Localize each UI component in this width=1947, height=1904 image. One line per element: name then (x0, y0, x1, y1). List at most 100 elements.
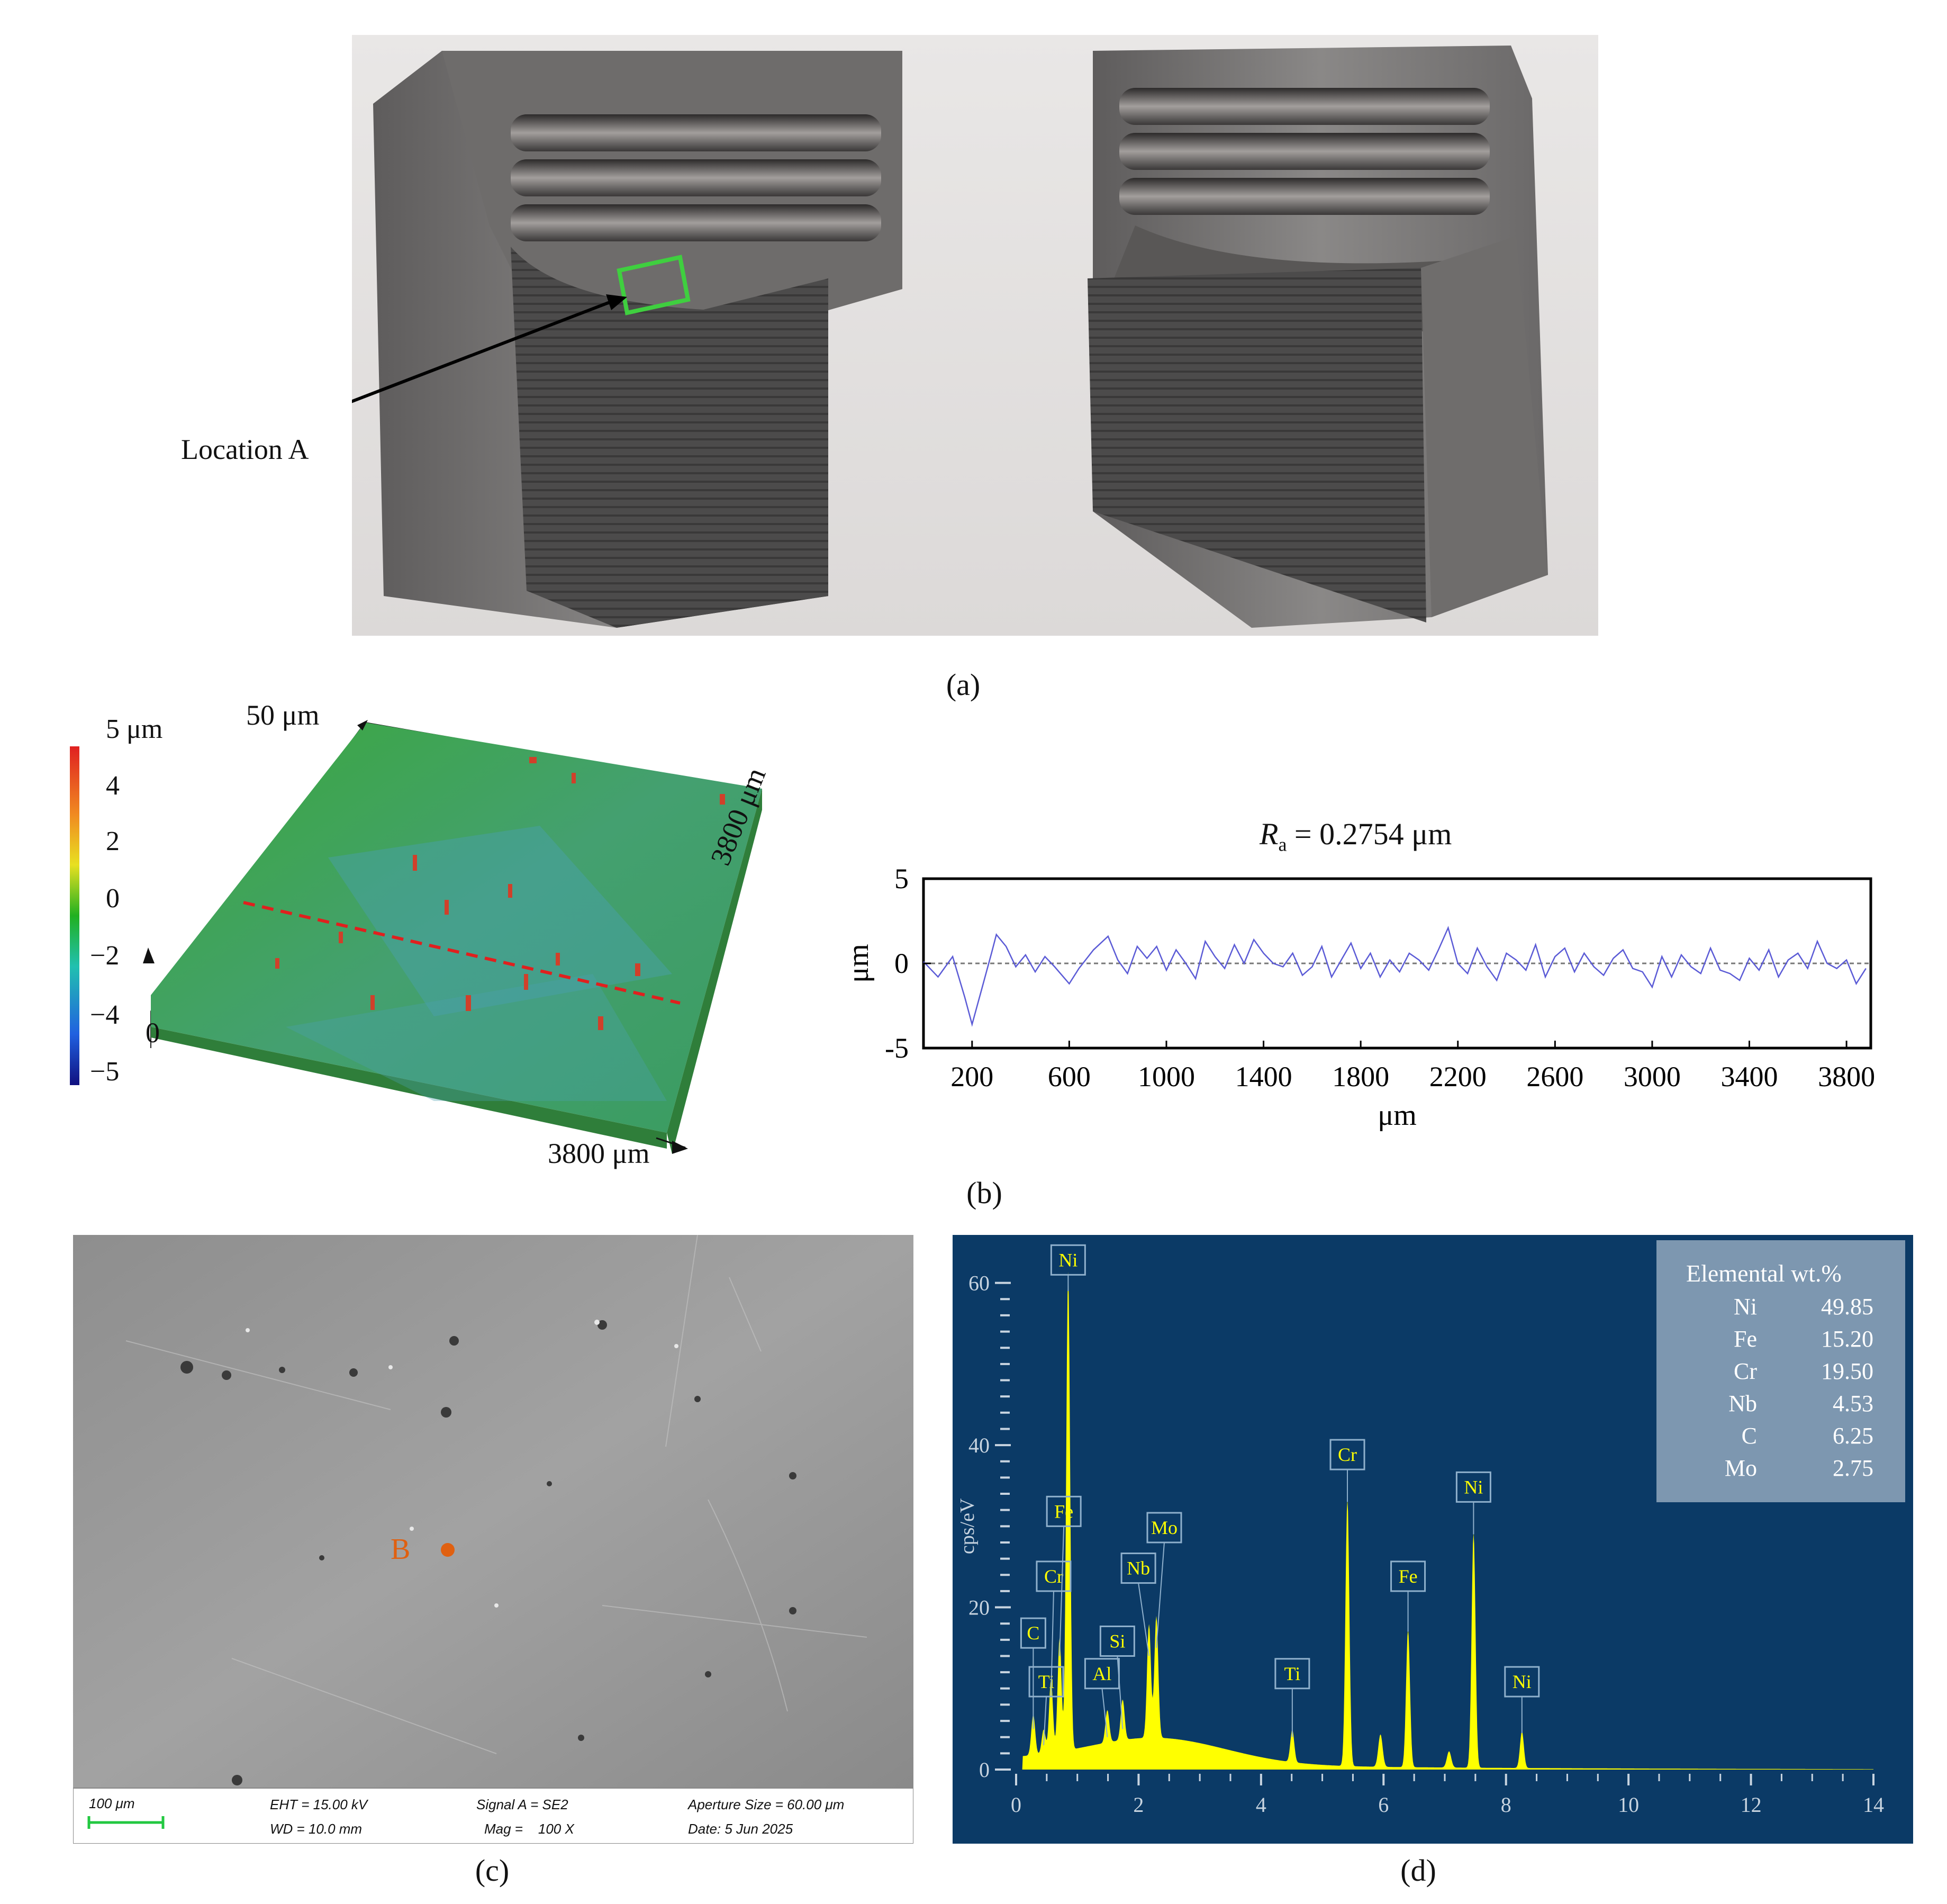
roughness-profile-plot: 200 600 1000 1400 1800 2200 2600 3000 3400 3800 5 0… (842, 863, 1875, 1132)
eds-peak-label: Cr (1338, 1444, 1357, 1465)
eds-x-tick-label: 10 (1618, 1793, 1639, 1817)
eds-table: Elemental wt.% Ni 49.85 Fe 15.20 Cr 19.50 Nb 4.… (1656, 1240, 1905, 1502)
eds-table-element: Nb (1728, 1391, 1757, 1416)
surface-topography-3d (64, 699, 826, 1175)
eds-peak-label-box (1028, 1666, 1064, 1698)
eds-table-element: Cr (1734, 1358, 1757, 1384)
eds-table-element: Ni (1734, 1294, 1757, 1320)
eds-table-element: Fe (1734, 1326, 1757, 1352)
eds-peak-label-box (1455, 1471, 1491, 1503)
topo-z-label: 50 μm (246, 699, 320, 731)
eds-peak-label-box (1504, 1666, 1540, 1698)
eds-peak-label: Fe (1054, 1501, 1073, 1522)
eds-peak-label-box (1120, 1553, 1156, 1584)
topo-x-label: 3800 μm (548, 1138, 650, 1169)
colorbar-label-5: 5 μm (106, 714, 163, 744)
eds-peak-label: Ti (1284, 1663, 1301, 1684)
caption-a: (a) (946, 667, 981, 702)
profile-x-tick-label: 1400 (1235, 1061, 1292, 1093)
eds-table-value: 19.50 (1821, 1358, 1873, 1384)
eds-y-axis-label: cps/eV (956, 1498, 979, 1554)
sem-scale-label: 100 μm (89, 1795, 135, 1811)
eds-y-tick-label: 60 (968, 1271, 990, 1295)
profile-x-tick-label: 600 (1048, 1061, 1091, 1093)
specimen-photo-image (340, 35, 1598, 636)
eds-peak-label-box (1099, 1625, 1135, 1657)
eds-table-value: 15.20 (1821, 1326, 1873, 1352)
eds-y-tick-label: 40 (968, 1433, 990, 1457)
eds-peak-label: Ni (1058, 1249, 1077, 1270)
profile-x-tick-label: 1000 (1138, 1061, 1195, 1093)
eds-peak-leader (1138, 1583, 1150, 1656)
profile-y-tick-label: 0 (894, 948, 909, 979)
eds-peak-label-box (1050, 1244, 1086, 1276)
eds-y-tick-label: 0 (979, 1758, 990, 1782)
eds-peak-label: Nb (1127, 1558, 1150, 1579)
sem-wd: WD = 10.0 mm (270, 1821, 363, 1837)
colorbar-label-4: 4 (106, 771, 120, 801)
profile-title-subscript: a (1278, 834, 1287, 855)
eds-table-element: Mo (1724, 1455, 1757, 1481)
eds-x-tick-label: 8 (1501, 1793, 1511, 1817)
sem-aperture: Aperture Size = 60.00 μm (688, 1797, 845, 1812)
eds-peak-label: Mo (1151, 1517, 1178, 1538)
location-a-label: Location A (181, 434, 309, 465)
profile-title-symbol: R (1260, 817, 1279, 851)
colorbar-label-neg4: −4 (90, 1000, 120, 1030)
eds-table-value: 4.53 (1833, 1391, 1873, 1416)
profile-y-tick-label: -5 (885, 1032, 909, 1064)
sem-date: Date: 5 Jun 2025 (688, 1821, 793, 1837)
profile-series-line (923, 926, 1867, 1027)
eds-x-tick-label: 14 (1863, 1793, 1884, 1817)
colorbar-label-neg2: −2 (90, 941, 120, 971)
topography-render (70, 720, 763, 1154)
eds-peak-label: C (1027, 1622, 1039, 1644)
eds-peak-label-box (1329, 1439, 1365, 1470)
eds-peak-leader (1155, 1542, 1165, 1648)
eds-peak-leader (1117, 1656, 1124, 1729)
roughness-profile-chart: 200 600 1000 1400 1800 2200 2600 3000 3400 3800 5 0… (836, 810, 1916, 1138)
profile-x-tick-label: 200 (950, 1061, 993, 1093)
eds-peak-label: Cr (1044, 1566, 1063, 1587)
caption-d: (d) (1400, 1853, 1436, 1888)
eds-peak-label: Si (1109, 1630, 1125, 1652)
eds-table-title: Elemental wt.% (1686, 1260, 1842, 1287)
eds-table-value: 6.25 (1833, 1423, 1873, 1449)
colorbar-label-0: 0 (106, 883, 120, 914)
eds-table-value: 2.75 (1833, 1455, 1873, 1481)
eds-x-tick-label: 2 (1133, 1793, 1144, 1817)
eds-x-tick-label: 6 (1378, 1793, 1389, 1817)
profile-x-tick-label: 3400 (1721, 1061, 1778, 1093)
profile-x-tick-label: 3800 (1818, 1061, 1875, 1093)
eds-peak-leader (1043, 1697, 1047, 1746)
profile-x-tick-label: 2600 (1526, 1061, 1583, 1093)
profile-x-tick-label: 2200 (1429, 1061, 1487, 1093)
topo-origin-label: 0 (146, 1017, 160, 1049)
eds-y-tick-label: 20 (968, 1596, 990, 1620)
eds-peak-leader (1101, 1688, 1108, 1737)
colorbar-label-2: 2 (106, 826, 120, 856)
profile-y-tick-label: 5 (894, 863, 909, 895)
sem-image (73, 1234, 914, 1844)
eds-peak-label-box (1046, 1495, 1082, 1527)
caption-c: (c) (475, 1853, 510, 1888)
sem-eht: EHT = 15.00 kV (270, 1797, 368, 1812)
eds-table-value: 49.85 (1821, 1294, 1873, 1320)
eds-peak-leader (1050, 1591, 1054, 1697)
eds-peak-leader (1059, 1526, 1065, 1656)
profile-x-tick-label: 3000 (1624, 1061, 1681, 1093)
eds-x-tick-label: 4 (1256, 1793, 1266, 1817)
colorbar (70, 746, 79, 1085)
profile-title: Ra = 0.2754 μm (1260, 816, 1452, 856)
profile-title-value: = 0.2754 μm (1287, 817, 1452, 851)
specimen-photo (340, 35, 1598, 636)
sem-micrograph (73, 1234, 914, 1844)
eds-peak-label: Fe (1399, 1566, 1418, 1587)
eds-x-tick-label: 0 (1011, 1793, 1021, 1817)
point-b-marker (441, 1543, 455, 1557)
eds-peak-label: Ni (1464, 1476, 1483, 1497)
eds-x-tick-label: 12 (1741, 1793, 1762, 1817)
caption-b: (b) (966, 1176, 1002, 1210)
eds-peak-label: Ni (1513, 1671, 1532, 1692)
eds-peak-label: Al (1092, 1663, 1111, 1684)
